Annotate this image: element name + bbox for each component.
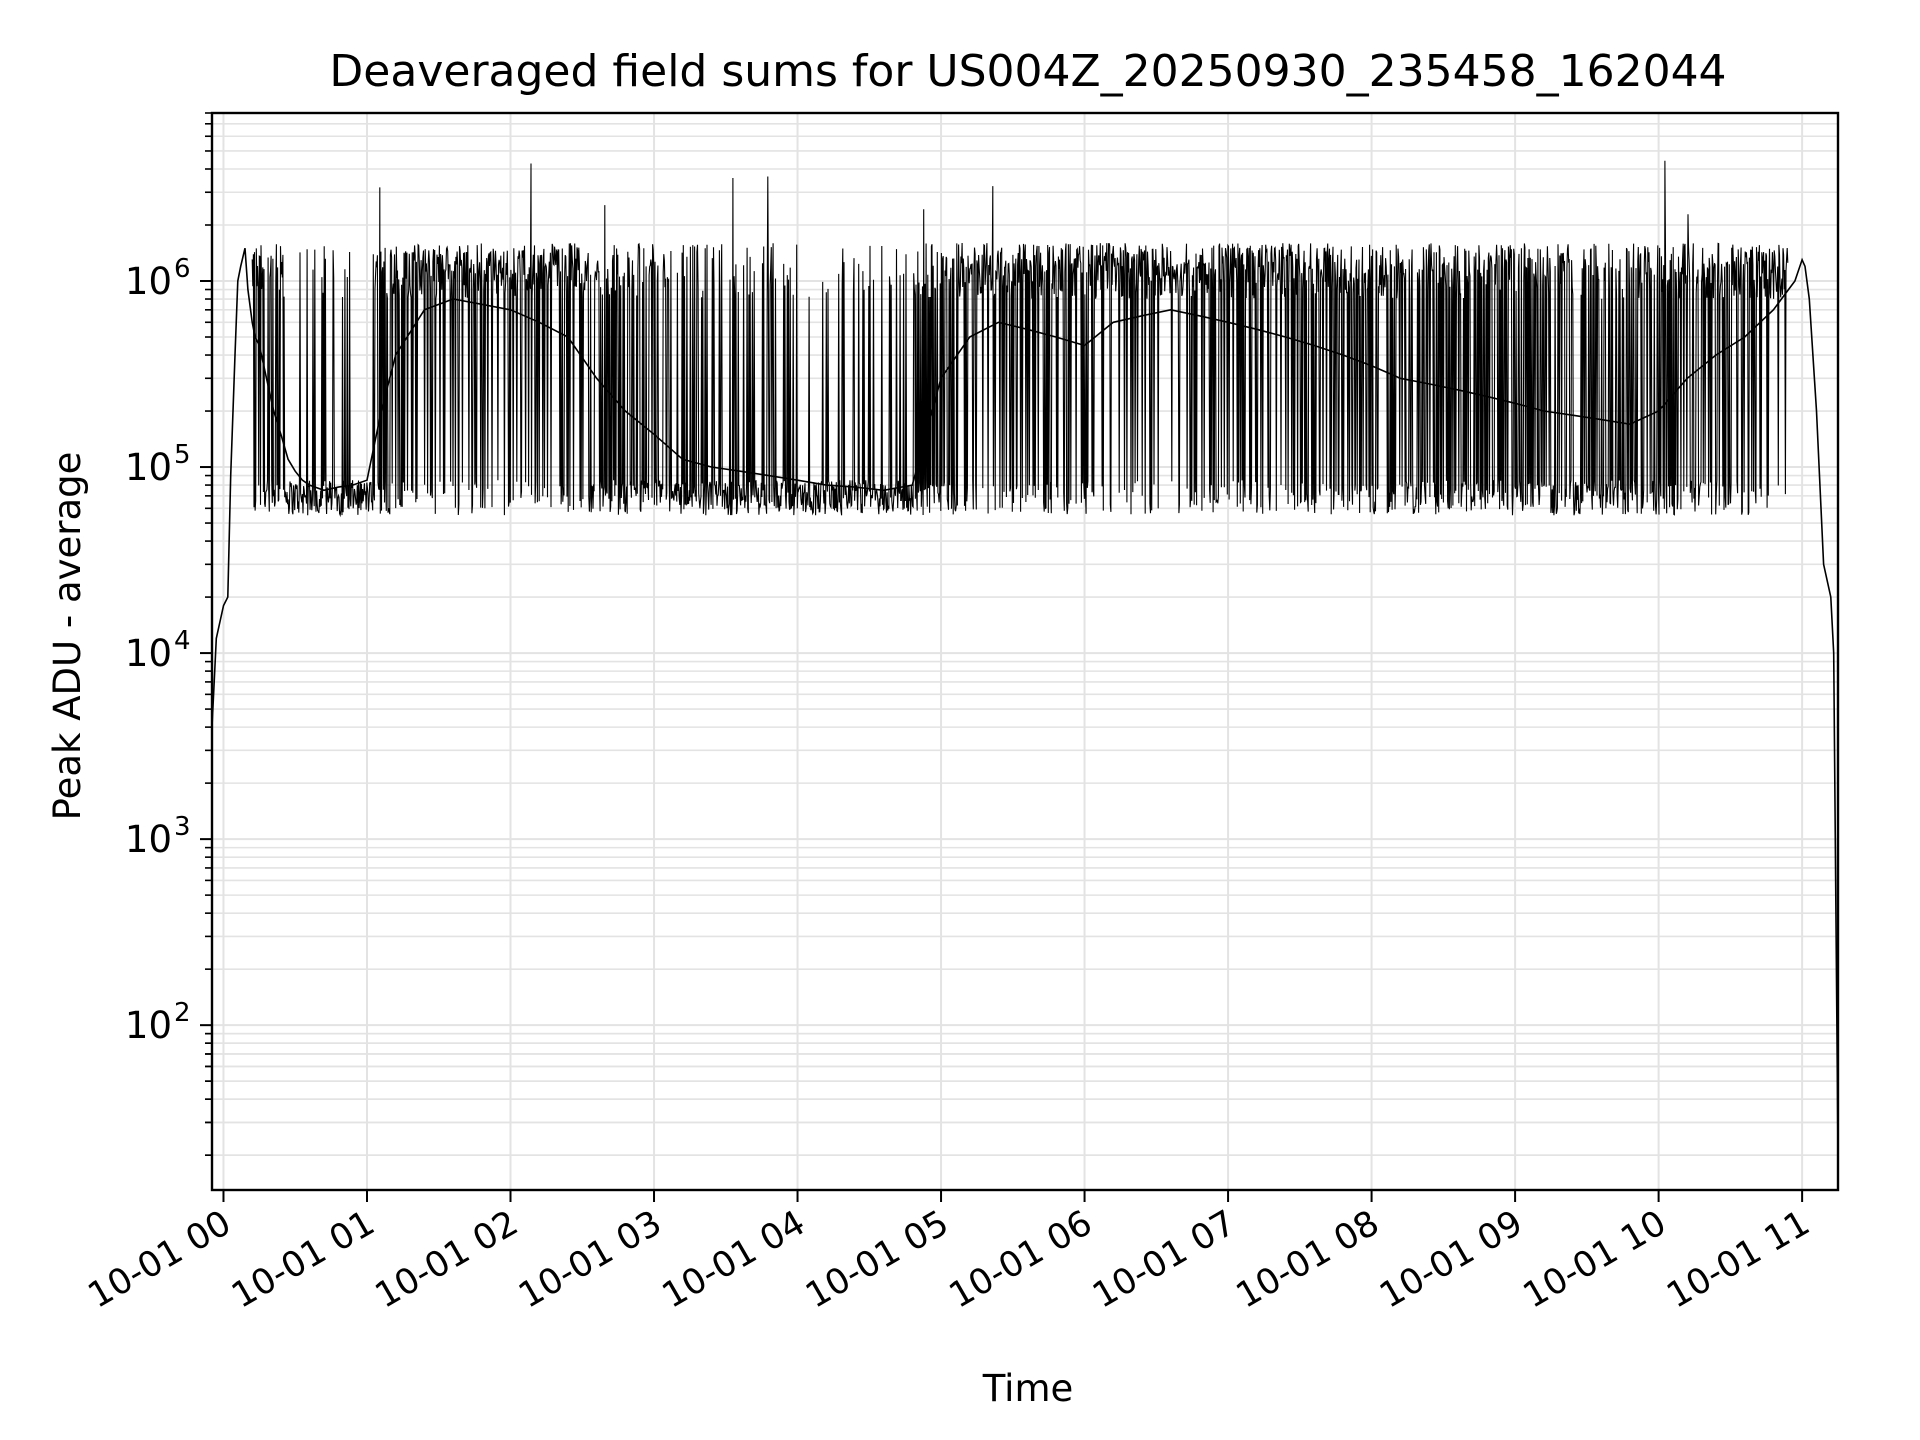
series-line [251,160,1789,518]
y-tick-label-base: 10 [125,818,172,861]
y-tick-label-exponent: 5 [174,440,191,470]
chart-title: Deaveraged field sums for US004Z_2025093… [329,46,1726,97]
plot-frame [210,111,1840,1192]
y-axis-label: Peak ADU - average [46,452,89,821]
y-tick-label-exponent: 4 [174,626,191,656]
y-tick-label-base: 10 [125,260,172,303]
y-tick-label-base: 10 [125,1004,172,1047]
y-tick-label-exponent: 3 [174,812,191,842]
y-tick-label-base: 10 [125,446,172,489]
y-tick-label-base: 10 [125,632,172,675]
y-tick-label-exponent: 6 [174,254,191,284]
y-tick-label-exponent: 2 [174,998,191,1028]
x-axis-label: Time [982,1367,1074,1410]
plot-series [211,160,1839,1156]
